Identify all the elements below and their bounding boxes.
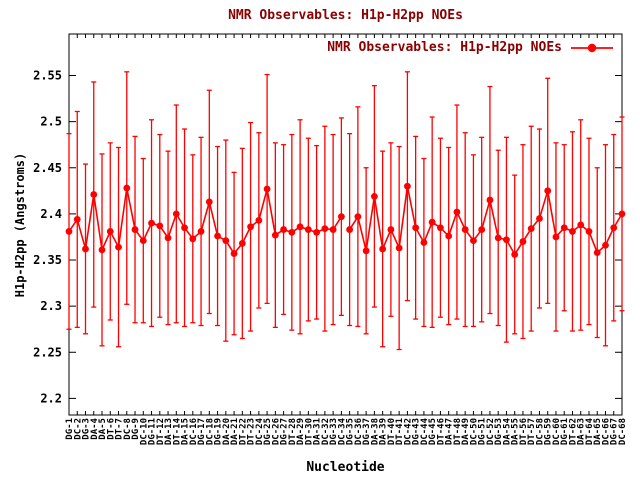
svg-text:DC-68: DC-68	[618, 418, 628, 445]
svg-text:DC-8: DC-8	[123, 418, 133, 440]
svg-text:DG-19: DG-19	[214, 418, 224, 445]
svg-text:DA-13: DA-13	[164, 418, 174, 445]
svg-text:DA-63: DA-63	[577, 418, 587, 445]
y-tick-labels: 2.2 2.25 2.3 2.35 2.4 2.45 2.5 2.55	[33, 69, 62, 406]
svg-text:DG-33: DG-33	[329, 418, 339, 445]
svg-text:DA-38: DA-38	[370, 418, 380, 445]
svg-text:DA-20: DA-20	[222, 418, 232, 445]
svg-text:DG-53: DG-53	[494, 418, 504, 445]
svg-text:DG-9: DG-9	[131, 418, 141, 440]
svg-text:DC-42: DC-42	[403, 418, 413, 445]
svg-text:2.4: 2.4	[40, 207, 62, 221]
svg-text:DC-52: DC-52	[486, 418, 496, 445]
x-tick-labels: DG-1DC-2DG-3DA-4DA-5DT-6DT-7DC-8DG-9DC-1…	[65, 417, 628, 445]
svg-text:2.5: 2.5	[40, 115, 62, 129]
svg-text:DT-23: DT-23	[247, 418, 257, 445]
svg-text:DT-62: DT-62	[568, 418, 578, 445]
svg-text:DA-29: DA-29	[296, 418, 306, 445]
svg-text:DG-35: DG-35	[346, 418, 356, 445]
svg-text:DA-39: DA-39	[379, 418, 389, 445]
svg-text:DG-17: DG-17	[197, 418, 207, 445]
svg-text:DT-14: DT-14	[172, 417, 182, 445]
svg-text:DC-60: DC-60	[552, 418, 562, 445]
chart-title: NMR Observables: H1p-H2pp NOEs	[228, 8, 463, 23]
svg-text:DT-46: DT-46	[436, 418, 446, 445]
svg-text:DC-50: DC-50	[469, 418, 479, 445]
svg-text:DG-3: DG-3	[82, 418, 92, 440]
svg-text:2.45: 2.45	[33, 161, 62, 175]
svg-text:DC-44: DC-44	[420, 417, 430, 445]
svg-text:DA-65: DA-65	[593, 418, 603, 445]
svg-text:DT-12: DT-12	[156, 418, 166, 445]
svg-text:DT-30: DT-30	[304, 418, 314, 445]
svg-text:DT-64: DT-64	[585, 417, 595, 445]
svg-text:DT-56: DT-56	[519, 418, 529, 445]
svg-text:DG-45: DG-45	[428, 418, 438, 445]
svg-text:DC-58: DC-58	[535, 418, 545, 445]
svg-text:DT-40: DT-40	[387, 418, 397, 445]
y-ticks	[69, 75, 622, 399]
svg-text:DG-67: DG-67	[610, 418, 620, 445]
svg-text:DC-10: DC-10	[139, 418, 149, 445]
svg-text:DA-55: DA-55	[511, 418, 521, 445]
svg-text:DT-48: DT-48	[453, 418, 463, 445]
svg-text:DA-5: DA-5	[98, 418, 108, 440]
svg-text:2.3: 2.3	[40, 299, 62, 313]
svg-text:DG-43: DG-43	[412, 418, 422, 445]
svg-text:DT-6: DT-6	[106, 418, 116, 440]
line-point-marker-icon	[571, 43, 613, 52]
svg-text:DC-26: DC-26	[271, 418, 281, 445]
svg-text:DG-59: DG-59	[544, 418, 554, 445]
svg-text:DG-11: DG-11	[148, 418, 158, 445]
series-line	[348, 186, 623, 257]
svg-text:2.25: 2.25	[33, 345, 62, 359]
svg-text:DT-22: DT-22	[238, 418, 248, 445]
svg-text:2.2: 2.2	[40, 391, 62, 405]
error-bars	[66, 71, 625, 351]
svg-text:DA-4: DA-4	[90, 417, 100, 439]
svg-text:DC-2: DC-2	[73, 418, 83, 440]
svg-text:DC-36: DC-36	[354, 418, 364, 445]
svg-text:DT-28: DT-28	[288, 418, 298, 445]
svg-text:DG-61: DG-61	[560, 418, 570, 445]
svg-text:DA-31: DA-31	[313, 418, 323, 445]
svg-text:DG-27: DG-27	[280, 418, 290, 445]
svg-text:DT-57: DT-57	[527, 418, 537, 445]
svg-text:DC-34: DC-34	[337, 417, 347, 445]
svg-text:DA-15: DA-15	[181, 418, 191, 445]
svg-text:DT-7: DT-7	[115, 418, 125, 440]
legend: NMR Observables: H1p-H2pp NOEs	[327, 40, 614, 55]
svg-text:DC-66: DC-66	[601, 418, 611, 445]
svg-text:DC-18: DC-18	[205, 418, 215, 445]
x-ticks	[68, 34, 623, 415]
svg-text:2.55: 2.55	[33, 69, 62, 83]
svg-text:DG-25: DG-25	[263, 418, 273, 445]
svg-text:DA-49: DA-49	[461, 418, 471, 445]
svg-text:2.35: 2.35	[33, 253, 62, 267]
svg-text:DA-47: DA-47	[445, 418, 455, 445]
svg-text:DG-51: DG-51	[478, 418, 488, 445]
svg-text:DG-1: DG-1	[65, 418, 75, 440]
series-line	[68, 187, 343, 255]
svg-text:DC-32: DC-32	[321, 418, 331, 445]
x-axis-title: Nucleotide	[306, 460, 385, 475]
legend-label: NMR Observables: H1p-H2pp NOEs	[327, 40, 562, 55]
data-points	[65, 182, 626, 258]
svg-text:DG-37: DG-37	[362, 418, 372, 445]
svg-text:DC-16: DC-16	[189, 418, 199, 445]
svg-text:DA-21: DA-21	[230, 418, 240, 445]
svg-text:DC-24: DC-24	[255, 417, 265, 445]
svg-text:DT-41: DT-41	[395, 418, 405, 445]
svg-text:DA-54: DA-54	[502, 417, 512, 445]
